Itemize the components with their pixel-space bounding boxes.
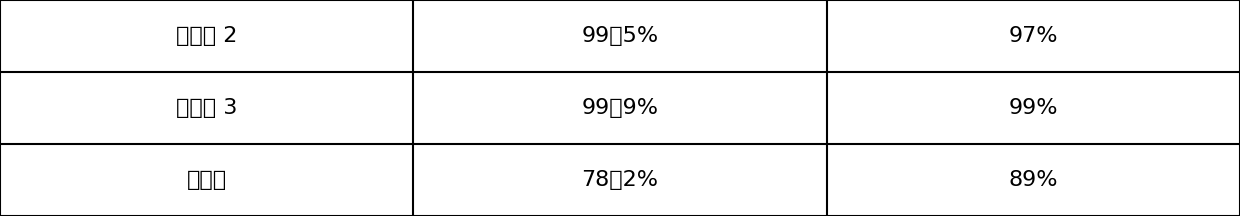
Text: 97%: 97% bbox=[1009, 26, 1058, 46]
Text: 99．5%: 99．5% bbox=[582, 26, 658, 46]
Text: 实施例 3: 实施例 3 bbox=[176, 98, 237, 118]
Text: 对比例: 对比例 bbox=[186, 170, 227, 190]
Text: 实施例 2: 实施例 2 bbox=[176, 26, 237, 46]
Text: 99．9%: 99．9% bbox=[582, 98, 658, 118]
Text: 99%: 99% bbox=[1009, 98, 1058, 118]
Text: 89%: 89% bbox=[1009, 170, 1058, 190]
Text: 78．2%: 78．2% bbox=[582, 170, 658, 190]
